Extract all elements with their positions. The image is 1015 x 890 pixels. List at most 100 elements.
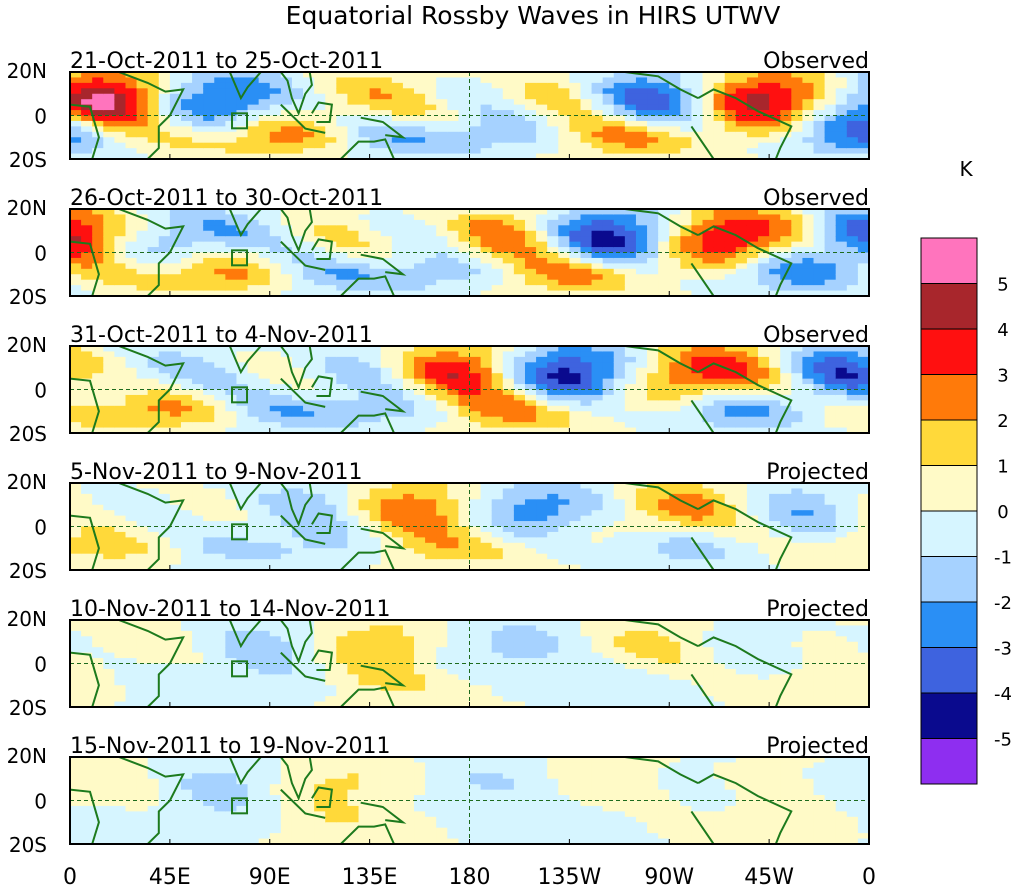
field-cell bbox=[92, 257, 104, 264]
field-cell bbox=[824, 82, 837, 89]
field-cell bbox=[558, 504, 570, 511]
field-cell bbox=[203, 411, 215, 418]
field-cell bbox=[591, 346, 604, 353]
field-cell bbox=[247, 521, 260, 528]
field-cell bbox=[558, 241, 570, 248]
coastline bbox=[340, 275, 395, 296]
field-cell bbox=[469, 384, 482, 391]
field-cell bbox=[247, 674, 260, 681]
field-cell bbox=[391, 378, 404, 385]
field-cell bbox=[835, 72, 848, 79]
field-cell bbox=[602, 209, 615, 216]
field-cell bbox=[769, 279, 781, 286]
field-cell bbox=[547, 553, 559, 560]
field-cell bbox=[758, 499, 770, 506]
field-cell bbox=[425, 384, 437, 391]
field-cell bbox=[613, 537, 626, 544]
field-cell bbox=[70, 652, 82, 659]
field-cell bbox=[236, 131, 249, 138]
field-cell bbox=[280, 88, 293, 95]
field-cell bbox=[791, 351, 804, 358]
field-cell bbox=[624, 346, 637, 353]
field-cell bbox=[635, 488, 648, 495]
field-cell bbox=[547, 279, 559, 286]
field-cell bbox=[180, 148, 193, 155]
field-cell bbox=[713, 72, 726, 79]
field-cell bbox=[92, 647, 104, 654]
field-cell bbox=[436, 219, 448, 226]
field-cell bbox=[791, 88, 804, 95]
field-cell bbox=[391, 400, 404, 407]
field-cell bbox=[314, 542, 326, 549]
field-cell bbox=[469, 488, 482, 495]
field-cell bbox=[524, 126, 537, 133]
field-cell bbox=[125, 137, 138, 144]
field-cell bbox=[414, 559, 426, 566]
field-cell bbox=[214, 625, 226, 632]
field-cell bbox=[136, 274, 149, 281]
field-cell bbox=[513, 483, 526, 490]
field-cell bbox=[225, 373, 238, 380]
field-cell bbox=[547, 416, 559, 423]
field-cell bbox=[813, 274, 826, 281]
field-cell bbox=[347, 82, 360, 89]
field-cell bbox=[835, 483, 848, 490]
field-cell bbox=[558, 411, 570, 418]
field-cell bbox=[214, 515, 226, 522]
field-cell bbox=[225, 88, 238, 95]
field-cell bbox=[635, 416, 648, 423]
field-cell bbox=[802, 225, 815, 232]
field-cell bbox=[658, 416, 670, 423]
field-cell bbox=[524, 400, 537, 407]
field-cell bbox=[136, 219, 149, 226]
field-cell bbox=[158, 488, 171, 495]
field-cell bbox=[547, 263, 559, 270]
field-cell bbox=[713, 493, 726, 500]
field-cell bbox=[70, 658, 82, 665]
field-cell bbox=[658, 137, 670, 144]
field-cell bbox=[547, 351, 559, 358]
field-cell bbox=[380, 126, 393, 133]
field-cell bbox=[380, 537, 393, 544]
field-cell bbox=[469, 268, 482, 275]
field-cell bbox=[225, 652, 238, 659]
field-cell bbox=[647, 219, 659, 226]
field-cell bbox=[380, 515, 393, 522]
field-cell bbox=[70, 362, 82, 369]
field-cell bbox=[136, 422, 149, 429]
field-cell bbox=[580, 241, 593, 248]
field-cell bbox=[580, 362, 593, 369]
field-cell bbox=[713, 131, 726, 138]
field-cell bbox=[835, 411, 848, 418]
field-cell bbox=[580, 72, 593, 79]
field-cell bbox=[158, 131, 171, 138]
field-cell bbox=[158, 230, 171, 237]
field-cell bbox=[635, 131, 648, 138]
field-cell bbox=[558, 427, 570, 433]
field-cell bbox=[380, 378, 393, 385]
field-cell bbox=[180, 542, 193, 549]
field-cell bbox=[846, 142, 859, 149]
field-cell bbox=[203, 625, 215, 632]
field-cell bbox=[558, 120, 570, 127]
field-cell bbox=[724, 422, 737, 429]
field-cell bbox=[824, 230, 837, 237]
field-cell bbox=[669, 77, 681, 84]
field-cell bbox=[857, 537, 869, 544]
field-cell bbox=[613, 290, 626, 296]
field-cell bbox=[613, 236, 626, 243]
field-cell bbox=[447, 247, 460, 254]
field-cell bbox=[524, 257, 537, 264]
field-cell bbox=[81, 504, 93, 511]
field-cell bbox=[735, 230, 748, 237]
field-cell bbox=[236, 685, 249, 692]
field-cell bbox=[480, 564, 493, 570]
field-cell bbox=[247, 647, 260, 654]
field-cell bbox=[203, 209, 215, 216]
field-cell bbox=[547, 290, 559, 296]
field-cell bbox=[103, 564, 115, 570]
field-cell bbox=[791, 548, 804, 555]
field-cell bbox=[813, 405, 826, 412]
field-cell bbox=[247, 389, 260, 396]
